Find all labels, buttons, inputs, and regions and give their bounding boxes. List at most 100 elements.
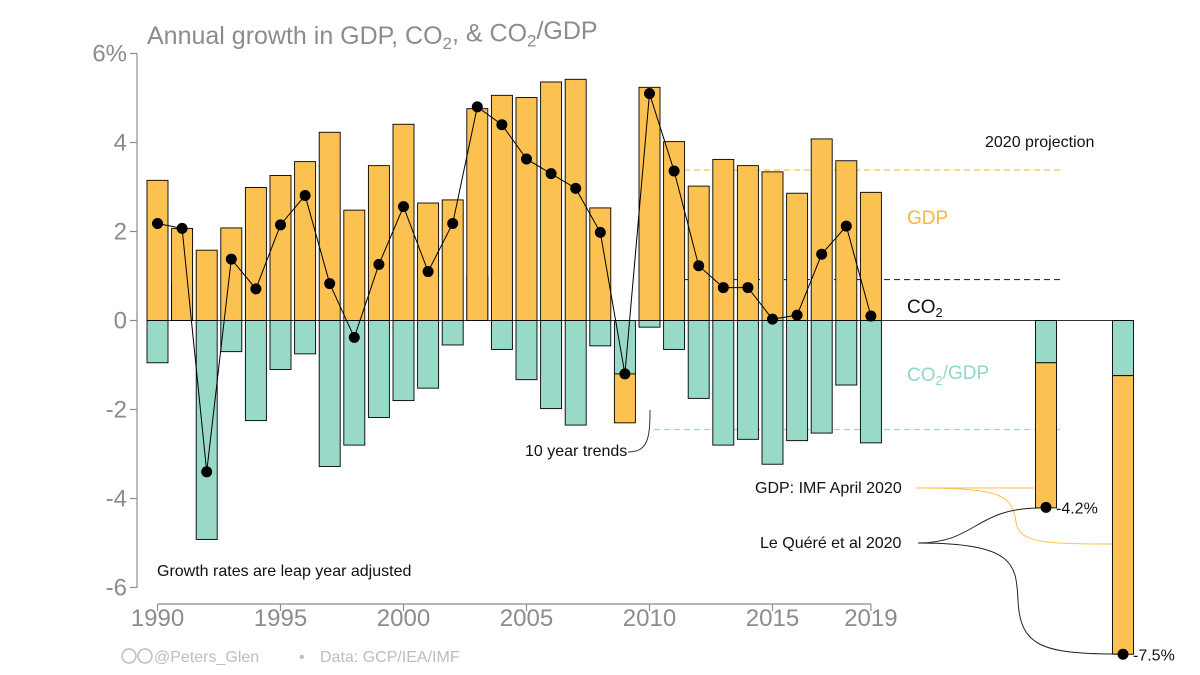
projection-heading: 2020 projection	[985, 134, 1094, 151]
co2-gdp-bar	[638, 320, 661, 328]
gdp-bar	[859, 191, 882, 321]
bars-layer	[146, 78, 882, 540]
co2-point	[619, 368, 631, 380]
projection-co2-gdp-bar	[1112, 320, 1134, 377]
trends-label: 10 year trends	[525, 443, 627, 460]
y-tick-label: -2	[106, 397, 127, 424]
co2-point	[594, 226, 606, 238]
co2-point	[176, 222, 188, 234]
projection-gdp-bar	[1112, 375, 1134, 655]
co2-point	[767, 313, 778, 325]
projection-co2-gdp-bar	[1035, 320, 1057, 364]
co2-point	[742, 282, 754, 294]
footer-separator: •	[299, 649, 305, 666]
gdp-bar	[761, 171, 784, 321]
co2-gdp-bar	[269, 320, 292, 370]
co2-point	[398, 201, 409, 213]
gdp-bar	[613, 373, 636, 424]
gdp-bar	[786, 192, 809, 321]
co2-gdp-bar	[835, 320, 858, 386]
co2-gdp-bar	[736, 320, 759, 440]
co2-point	[152, 217, 163, 229]
co2-point	[373, 258, 385, 270]
co2-gdp-bar	[589, 320, 612, 347]
co2-point	[299, 189, 311, 201]
x-tick-label: 2010	[623, 605, 676, 632]
x-tick-label: 2005	[500, 605, 553, 632]
co2-point	[201, 466, 213, 478]
projection-co2-point	[1040, 501, 1052, 513]
footer-handle: @Peters_Glen	[154, 649, 259, 666]
y-tick-label: 6%	[92, 41, 127, 68]
co2-gdp-bar	[195, 320, 218, 540]
co2-line	[157, 93, 872, 472]
gdp-bar	[294, 161, 317, 321]
co2-gdp-bar	[761, 320, 784, 465]
co2-point	[496, 119, 508, 131]
imf-label: GDP: IMF April 2020	[755, 480, 902, 497]
co2-gdp-bar	[392, 320, 415, 402]
gdp-bar	[318, 131, 341, 321]
co2-gdp-bar	[663, 320, 686, 350]
labels-layer: Annual growth in GDP, CO2, & CO2/GDP -4.2…	[121, 17, 1175, 666]
co2-gdp-bar	[712, 320, 735, 446]
gdp-bar	[663, 141, 686, 321]
imf-connector-second	[915, 487, 1113, 545]
co2-gdp-bar	[294, 320, 317, 355]
gdp-bar	[490, 94, 513, 321]
co2-gdp-bar	[490, 320, 513, 350]
gdp-bar	[367, 165, 390, 321]
x-tick-label: 2019	[844, 605, 897, 632]
projection-co2-point	[1117, 648, 1129, 660]
co2-point	[471, 101, 483, 113]
co2-gdp-bar	[859, 320, 882, 444]
co2-point	[324, 278, 336, 290]
leap-year-note: Growth rates are leap year adjusted	[157, 563, 411, 580]
footer-source: Data: GCP/IEA/IMF	[320, 649, 460, 666]
trend-lines-layer	[654, 169, 1062, 431]
co2-gdp-bar	[540, 320, 563, 410]
co2-gdp-bar	[613, 320, 636, 375]
co2-point	[250, 283, 262, 295]
lequere-connector-second	[917, 542, 1118, 655]
connector-lines-layer	[627, 409, 1118, 655]
co2-point	[225, 253, 237, 265]
projection-gdp-bar	[1035, 362, 1057, 509]
gdp-bar	[417, 202, 440, 321]
gdp-bar	[736, 165, 759, 321]
gdp-bar	[171, 227, 194, 321]
gdp-bar	[343, 209, 366, 321]
chart-title: Annual growth in GDP, CO2, & CO2/GDP	[147, 17, 598, 53]
co2-gdp-bar	[244, 320, 267, 422]
co2-gdp-bar	[417, 320, 440, 389]
co2-point	[865, 310, 877, 322]
co2-point	[521, 153, 532, 165]
x-tick-label: 2000	[377, 605, 430, 632]
co2-gdp-bar	[564, 320, 587, 426]
y-tick-label: 2	[114, 219, 127, 246]
gdp-bar	[835, 160, 858, 321]
gdp-bar	[146, 179, 169, 321]
lequere-connector-first	[917, 507, 1041, 544]
co2-gdp-bar	[786, 320, 809, 442]
gdp-bar	[392, 123, 415, 321]
co2-gdp-bar	[515, 320, 538, 381]
x-tick-label: 2015	[746, 605, 799, 632]
co2-gdp-bar	[318, 320, 341, 467]
by-icon	[137, 648, 153, 664]
y-tick-label: 4	[114, 130, 127, 157]
gdp-bar	[244, 186, 267, 321]
projection-bars-layer	[1035, 320, 1134, 660]
y-tick-label: -6	[106, 575, 127, 602]
co2-gdp-bar	[810, 320, 833, 434]
co2-line-layer	[152, 88, 877, 478]
co2-gdp-bar	[687, 320, 710, 399]
co2-point	[348, 331, 360, 343]
co2-gdp-bar	[367, 320, 390, 418]
co2-gdp-bar	[146, 320, 169, 364]
x-tick-label: 1995	[254, 605, 307, 632]
gdp-bar	[638, 86, 661, 321]
gdp-bar	[540, 81, 563, 321]
gdp-bar	[810, 138, 833, 321]
co2-point	[545, 168, 557, 180]
